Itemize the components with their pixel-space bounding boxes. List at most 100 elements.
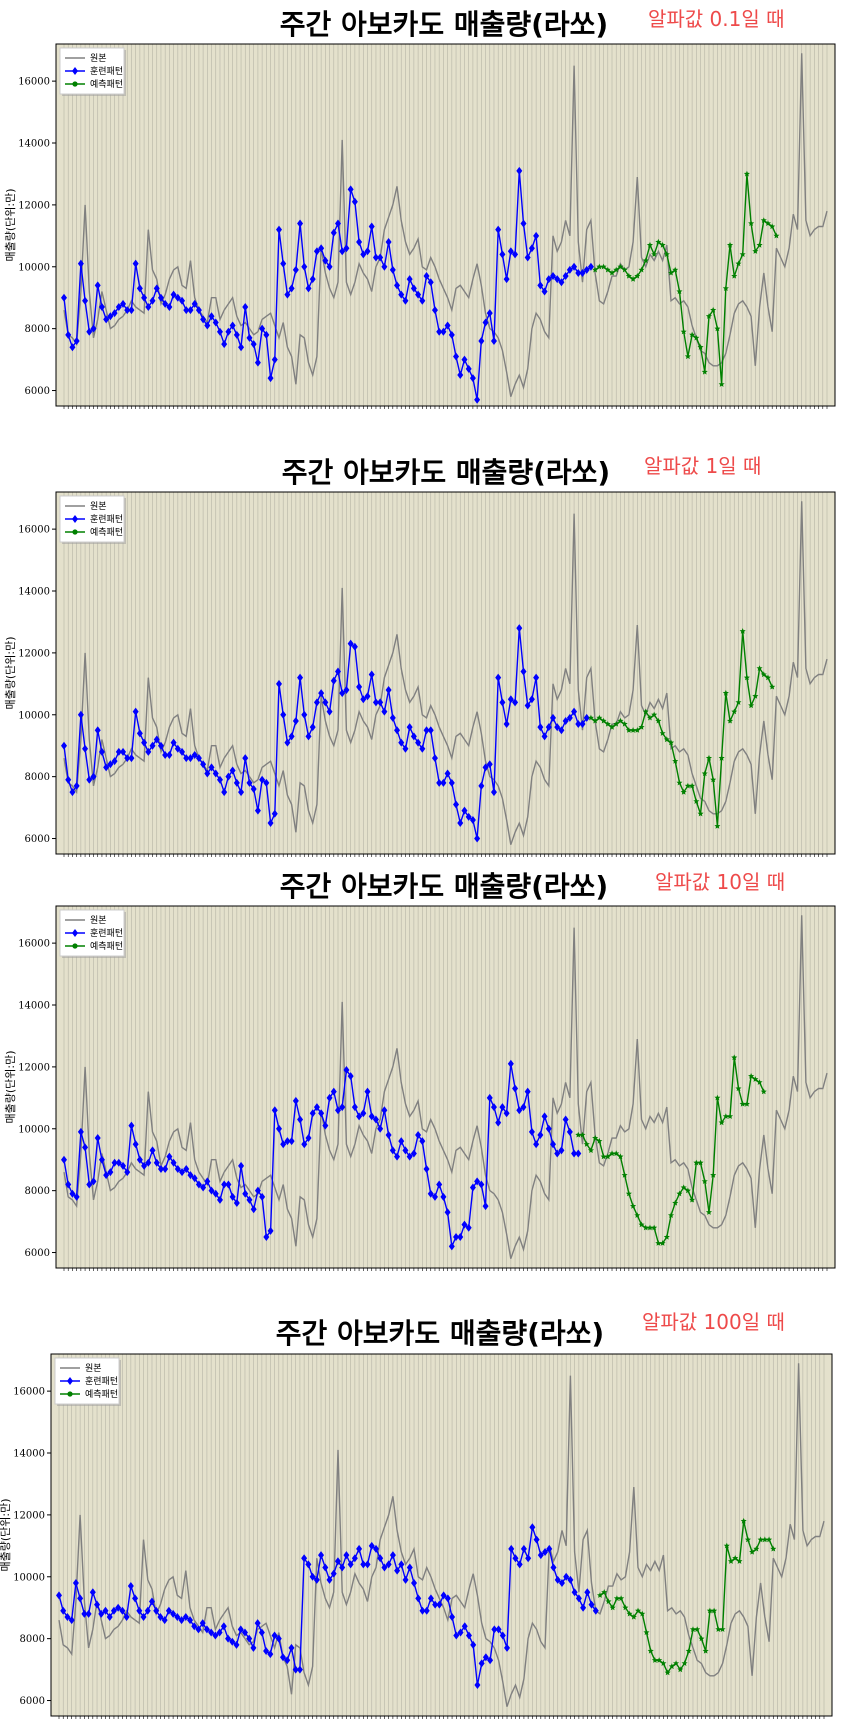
train-point — [200, 1183, 207, 1192]
train-point — [339, 1563, 346, 1572]
train-point — [157, 1612, 164, 1621]
train-point — [351, 1554, 358, 1563]
train-point — [562, 1115, 569, 1124]
y-tick-label: 12000 — [18, 1062, 50, 1073]
train-point — [478, 1659, 485, 1668]
train-point — [571, 1149, 578, 1158]
train-point — [141, 738, 148, 747]
train-point — [508, 1544, 515, 1553]
train-point — [225, 772, 232, 781]
train-point — [398, 738, 405, 747]
train-point — [415, 290, 422, 299]
train-point — [73, 1192, 80, 1201]
predict-point — [668, 739, 675, 746]
train-point — [124, 1168, 131, 1177]
legend-label: 원본 — [90, 53, 107, 64]
predict-point — [663, 736, 670, 743]
train-point — [221, 1180, 228, 1189]
train-point — [238, 788, 245, 797]
train-point — [216, 1628, 223, 1637]
train-point — [436, 327, 443, 336]
train-point — [275, 679, 282, 688]
predict-point — [597, 1592, 603, 1598]
train-point — [284, 1137, 291, 1146]
predict-point — [625, 272, 632, 279]
train-point — [82, 1143, 89, 1152]
train-point — [136, 1606, 143, 1615]
legend-marker — [72, 81, 78, 87]
predict-point — [714, 1094, 721, 1101]
predict-point — [740, 1517, 747, 1524]
train-point — [183, 754, 190, 763]
train-point — [72, 1578, 79, 1587]
train-point — [313, 698, 320, 707]
train-point — [461, 1622, 468, 1631]
predict-markers — [597, 1517, 777, 1676]
train-point — [334, 1557, 341, 1566]
train-point — [347, 1072, 354, 1081]
y-axis-label: 매출량(단위:만) — [4, 636, 17, 709]
train-point — [136, 284, 143, 293]
train-point — [406, 723, 413, 732]
predict-point — [715, 1626, 722, 1632]
train-point — [431, 1192, 438, 1201]
train-point — [187, 1616, 194, 1625]
alpha-note: 알파값 10일 때 — [655, 870, 785, 894]
train-point — [542, 1548, 549, 1557]
train-point — [216, 1195, 223, 1204]
train-point — [449, 1612, 456, 1621]
train-point — [120, 747, 127, 756]
chart-panel-3: 주간 아보카도 매출량(라쏘) 알파값 10일 때 6000 8000 10000 1… — [4, 870, 836, 1271]
train-point — [254, 1619, 261, 1628]
train-point — [524, 253, 531, 262]
predict-point — [583, 1141, 590, 1147]
train-point — [297, 219, 304, 228]
train-point — [267, 374, 274, 383]
predict-point — [651, 1224, 658, 1231]
train-point — [360, 695, 367, 704]
train-point — [575, 1149, 582, 1158]
train-point — [487, 1656, 494, 1665]
train-point — [419, 1137, 426, 1146]
train-point — [195, 1625, 202, 1634]
train-point — [124, 306, 131, 315]
predict-point — [621, 266, 628, 273]
train-point — [229, 1192, 236, 1201]
grid-stripes — [58, 1354, 825, 1716]
train-point — [221, 788, 228, 797]
predict-point — [651, 251, 658, 257]
train-point — [448, 1242, 455, 1251]
train-point — [157, 741, 164, 750]
predict-point — [723, 1542, 730, 1549]
y-tick-label: 14000 — [18, 1001, 50, 1012]
predict-point — [609, 1604, 616, 1611]
train-point — [141, 1161, 148, 1170]
train-point — [69, 343, 76, 352]
train-point — [259, 775, 266, 784]
predict-markers — [592, 170, 780, 387]
train-point — [558, 1146, 565, 1155]
predict-point — [625, 1190, 632, 1197]
grid-stripes — [63, 44, 828, 406]
train-point — [183, 306, 190, 315]
predict-point — [727, 241, 734, 248]
train-point — [191, 1622, 198, 1631]
predict-point — [642, 708, 649, 715]
predict-point — [689, 1196, 696, 1203]
legend-marker — [72, 929, 78, 937]
predict-point — [642, 1224, 649, 1231]
predict-point — [676, 779, 683, 786]
train-point — [229, 766, 236, 775]
train-point — [246, 333, 253, 342]
plot-area: 6000 8000 10000 12000 14000 16000 매출량(단위:만) 원본훈… — [4, 491, 836, 857]
train-point — [410, 284, 417, 293]
legend-label: 예측패턴 — [85, 1389, 118, 1400]
train-point — [541, 287, 548, 296]
train-point — [427, 726, 434, 735]
predict-point — [684, 1187, 691, 1194]
train-point — [419, 296, 426, 305]
predict-point — [685, 1647, 692, 1654]
train-point — [296, 1665, 303, 1674]
train-point — [140, 1612, 147, 1621]
legend-label: 예측패턴 — [90, 527, 123, 538]
